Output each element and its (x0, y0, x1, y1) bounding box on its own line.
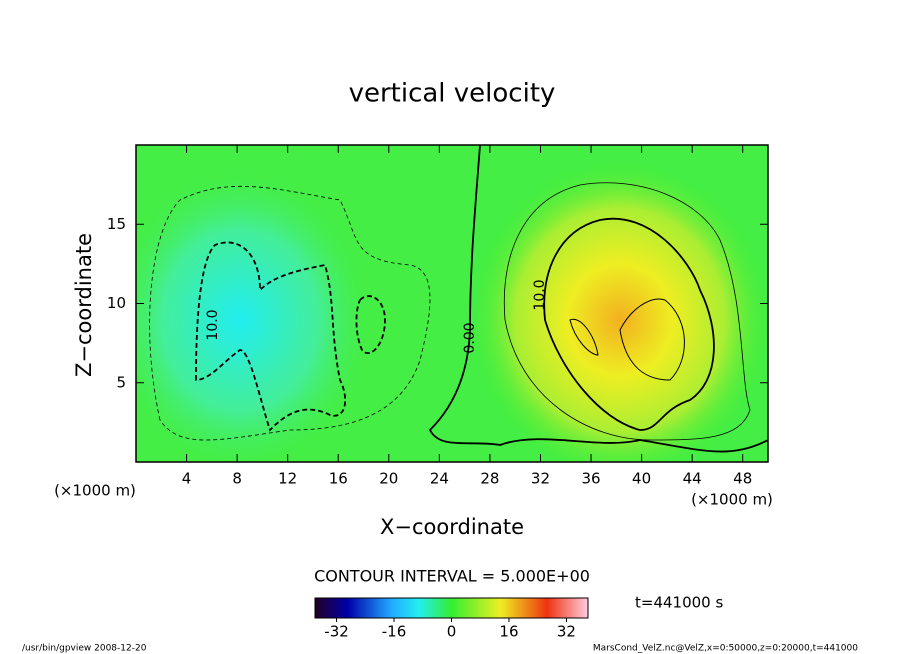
x-tick-label: 28 (480, 470, 499, 488)
footer-left: /usr/bin/gpview 2008-12-20 (22, 644, 147, 654)
chart-title: vertical velocity (349, 79, 556, 109)
contour-interval: CONTOUR INTERVAL = 5.000E+00 (314, 567, 590, 586)
colorbar-tick-label: -32 (324, 623, 349, 641)
contour-label: 0.00 (462, 322, 478, 353)
footer-right: MarsCond_VelZ.nc@VelZ,x=0:50000,z=0:2000… (593, 644, 858, 654)
x-unit: (×1000 m) (691, 491, 773, 509)
x-tick-label: 48 (733, 470, 752, 488)
contour-label: 10.0 (205, 309, 221, 340)
x-tick-label: 40 (632, 470, 651, 488)
y-axis-label: Z−coordinate (72, 233, 96, 377)
colorbar-tick-label: 32 (557, 623, 576, 641)
field (136, 145, 768, 462)
x-tick-label: 20 (379, 470, 398, 488)
y-tick-label: 5 (116, 373, 126, 391)
x-tick-label: 44 (683, 470, 702, 488)
colorbar-tick-label: 16 (499, 623, 518, 641)
x-tick-label: 16 (329, 470, 348, 488)
x-tick-label: 4 (182, 470, 192, 488)
y-tick-label: 15 (107, 215, 126, 233)
y-unit: (×1000 m) (54, 482, 136, 500)
contour-label: 10.0 (532, 279, 548, 310)
colorbar-tick-label: -16 (382, 623, 407, 641)
x-axis-label: X−coordinate (380, 515, 524, 539)
y-tick-label: 10 (107, 294, 126, 312)
time-label: t=441000 s (635, 594, 723, 612)
x-tick-label: 32 (531, 470, 550, 488)
x-tick-label: 36 (581, 470, 600, 488)
colorbar (314, 597, 589, 619)
x-tick-label: 8 (232, 470, 242, 488)
colorbar-tick-label: 0 (447, 623, 457, 641)
x-tick-label: 12 (278, 470, 297, 488)
x-tick-label: 24 (430, 470, 449, 488)
